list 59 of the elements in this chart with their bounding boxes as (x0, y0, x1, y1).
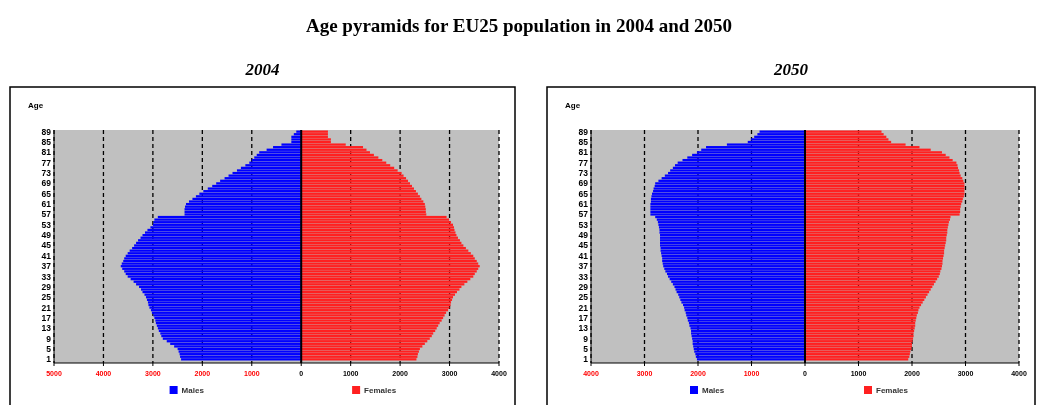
y-tick-label: 21 (41, 302, 52, 313)
bar (216, 182, 302, 185)
bar (207, 187, 302, 190)
y-tick-label: 53 (41, 219, 52, 230)
y-tick-label: 49 (578, 230, 589, 241)
y-tick-label: 33 (578, 271, 589, 282)
bar (301, 156, 379, 159)
y-tick-label: 57 (578, 209, 589, 220)
y-tick-label: 65 (41, 188, 52, 199)
y-tick-label: 85 (41, 136, 52, 147)
y-tick-label: 89 (578, 126, 589, 137)
legend-label: Females (876, 386, 909, 395)
y-tick-label: 57 (41, 209, 52, 220)
y-tick-label: 45 (578, 240, 589, 251)
y-tick-label: 25 (41, 292, 52, 303)
y-tick-label: 45 (41, 240, 52, 251)
y-tick-label: 81 (41, 147, 52, 158)
y-tick-label: 1 (46, 354, 52, 365)
y-tick-label: 77 (578, 157, 589, 168)
y-tick-label: 53 (578, 219, 589, 230)
y-tick-label: 13 (41, 323, 52, 334)
chart-title: Age pyramids for EU25 population in 2004 and 2050 (305, 15, 733, 36)
y-tick-label: 5 (46, 343, 52, 354)
chart-subtitle: 2004 (244, 60, 280, 79)
y-tick-label: 41 (578, 250, 589, 261)
y-tick-label: 29 (578, 281, 589, 292)
y-tick-label: 1 (583, 354, 589, 365)
y-tick-label: 9 (46, 333, 52, 344)
legend-label: Males (181, 386, 205, 395)
y-tick-label: 61 (41, 199, 52, 210)
y-tick-label: 41 (41, 250, 52, 261)
y-tick-label: 17 (578, 312, 589, 323)
y-tick-label: 73 (41, 168, 52, 179)
chart-title: 2050 (773, 60, 809, 79)
y-tick-label: 5 (583, 343, 589, 354)
y-tick-label: 89 (41, 126, 52, 137)
y-tick-label: 49 (41, 230, 52, 241)
y-tick-label: 73 (578, 168, 589, 179)
y-tick-label: 65 (578, 188, 589, 199)
bar (236, 169, 302, 172)
y-tick-label: 25 (578, 292, 589, 303)
y-tick-label: 13 (578, 323, 589, 334)
y-tick-label: 69 (578, 178, 589, 189)
y-tick-label: 29 (41, 281, 52, 292)
y-tick-label: 21 (578, 302, 589, 313)
y-tick-label: 37 (578, 261, 589, 272)
legend-label: Males (702, 386, 725, 395)
y-tick-label: 85 (578, 136, 589, 147)
y-tick-label: 69 (41, 178, 52, 189)
y-tick-label: 77 (41, 157, 52, 168)
y-tick-label: 9 (583, 333, 589, 344)
legend-label: Females (364, 386, 397, 395)
y-axis-title: Age (565, 101, 581, 110)
y-axis-title: Age (28, 101, 44, 110)
y-tick-label: 33 (41, 271, 52, 282)
y-tick-label: 61 (578, 199, 589, 210)
y-tick-label: 17 (41, 312, 52, 323)
y-tick-label: 37 (41, 261, 52, 272)
y-tick-label: 81 (578, 147, 589, 158)
